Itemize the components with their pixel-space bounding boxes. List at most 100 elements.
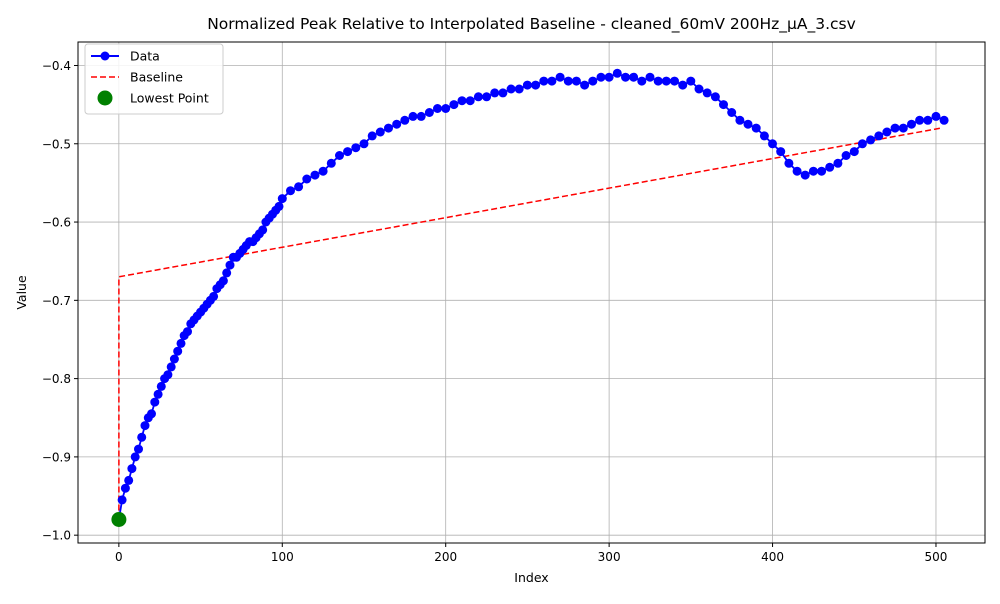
data-point: [531, 80, 541, 90]
data-point: [678, 80, 688, 90]
data-point: [343, 147, 353, 157]
data-point: [310, 170, 320, 180]
data-point: [686, 76, 696, 86]
data-point: [743, 119, 753, 129]
data-point: [183, 327, 192, 337]
data-point: [441, 104, 451, 113]
data-point: [166, 362, 176, 372]
data-point: [416, 111, 426, 121]
legend-box: [84, 43, 224, 115]
legend-lowest-point-swatch: [97, 90, 113, 106]
data-point: [173, 346, 183, 356]
data-point: [457, 96, 467, 106]
data-point: [522, 80, 532, 90]
x-tick-label: 300: [598, 550, 621, 564]
data-point: [335, 151, 344, 160]
data-point: [124, 475, 134, 485]
data-point: [506, 84, 516, 94]
data-point: [490, 88, 500, 98]
y-tick-label: −0.5: [42, 137, 71, 151]
data-point: [147, 409, 156, 419]
data-point: [465, 96, 475, 106]
data-point: [890, 123, 900, 133]
data-point: [637, 76, 647, 86]
data-point: [140, 421, 150, 431]
data-point: [645, 72, 655, 82]
data-point: [661, 76, 671, 86]
data-point: [555, 72, 565, 82]
data-point: [915, 115, 925, 125]
y-tick-label: −0.9: [42, 450, 71, 464]
data-point: [169, 354, 179, 364]
data-point: [874, 131, 884, 141]
data-point: [218, 276, 228, 286]
data-point: [702, 88, 712, 98]
data-point: [841, 151, 851, 160]
x-tick-label: 500: [925, 550, 948, 564]
y-tick-label: −0.6: [42, 216, 71, 230]
data-point: [498, 88, 508, 98]
data-point: [153, 389, 163, 399]
lowest-point-series: [111, 512, 127, 527]
data-point: [225, 260, 235, 270]
data-point: [882, 127, 892, 137]
data-point: [849, 147, 859, 157]
data-point: [563, 76, 573, 86]
data-point: [694, 84, 704, 94]
x-axis-label: Index: [514, 570, 548, 585]
data-point: [150, 397, 160, 407]
data-point: [629, 72, 639, 82]
data-point: [653, 76, 663, 86]
data-point: [433, 104, 442, 113]
data-point: [137, 432, 147, 442]
data-point: [294, 182, 304, 192]
data-point: [588, 76, 598, 86]
data-point: [604, 72, 614, 82]
data-point: [120, 483, 130, 493]
data-point: [318, 166, 328, 176]
data-point: [359, 139, 369, 149]
data-point: [596, 72, 606, 82]
data-point: [621, 72, 630, 82]
y-tick-label: −1.0: [42, 529, 71, 543]
data-point: [514, 84, 524, 94]
data-series: [114, 68, 949, 524]
data-point: [727, 108, 737, 117]
data-point: [833, 158, 843, 168]
data-point: [351, 143, 361, 153]
data-point: [784, 158, 794, 168]
data-point: [710, 92, 720, 102]
data-point: [375, 127, 385, 137]
legend-baseline-label: Baseline: [130, 70, 183, 85]
data-point: [580, 80, 590, 90]
data-point: [670, 76, 679, 86]
y-axis-label: Value: [14, 275, 29, 310]
data-point: [857, 139, 867, 149]
data-point: [800, 170, 810, 180]
data-point: [408, 111, 418, 121]
data-point: [258, 225, 268, 235]
data-point: [808, 166, 818, 176]
y-tick-label: −0.7: [42, 294, 71, 308]
y-axis-ticks: −1.0 −0.9 −0.8 −0.7 −0.6 −0.5 −0.4: [42, 59, 78, 543]
data-point: [898, 123, 908, 133]
legend-data-label: Data: [130, 49, 160, 64]
data-point: [923, 115, 933, 125]
data-point: [326, 158, 336, 168]
data-point: [719, 100, 728, 110]
data-point: [612, 68, 622, 78]
data-point: [209, 291, 219, 301]
data-point: [400, 115, 410, 125]
data-point: [547, 76, 557, 86]
data-point: [176, 338, 186, 348]
data-point: [130, 452, 140, 462]
x-tick-label: 200: [434, 550, 457, 564]
data-point: [424, 108, 434, 117]
lowest-point-marker: [111, 512, 127, 527]
data-point: [939, 115, 949, 125]
x-tick-label: 100: [271, 550, 294, 564]
plot-frame: [77, 41, 986, 544]
data-point: [482, 92, 492, 102]
y-tick-label: −0.8: [42, 372, 71, 386]
